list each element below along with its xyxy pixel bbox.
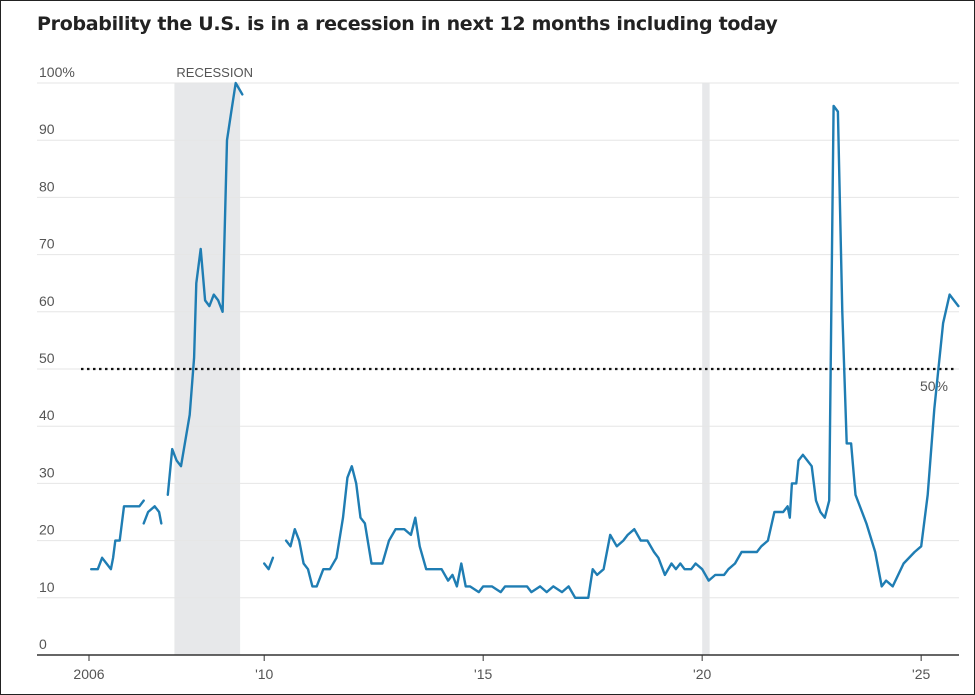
x-tick-label: '20 bbox=[693, 666, 711, 682]
chart-title: Probability the U.S. is in a recession i… bbox=[37, 13, 778, 35]
y-tick-label: 90 bbox=[39, 121, 55, 137]
y-tick-label: 30 bbox=[39, 464, 55, 480]
y-tick-label: 60 bbox=[39, 293, 55, 309]
y-tick-label: 50 bbox=[39, 350, 55, 366]
series-line bbox=[90, 499, 145, 571]
series-line bbox=[263, 556, 275, 571]
y-tick-label: 40 bbox=[39, 407, 55, 423]
y-tick-label: 100% bbox=[39, 64, 75, 80]
x-tick-label: '10 bbox=[255, 666, 273, 682]
recession-label: RECESSION bbox=[176, 65, 253, 80]
x-tick-label: '25 bbox=[912, 666, 930, 682]
y-tick-label: 20 bbox=[39, 522, 55, 538]
x-tick-label: '15 bbox=[474, 666, 492, 682]
series-line bbox=[284, 104, 960, 599]
y-tick-label: 70 bbox=[39, 236, 55, 252]
series-line bbox=[166, 81, 244, 496]
x-tick-label: 2006 bbox=[73, 666, 104, 682]
threshold-label: 50% bbox=[920, 378, 948, 394]
series-line bbox=[142, 505, 163, 525]
y-tick-label: 10 bbox=[39, 579, 55, 595]
y-tick-label: 80 bbox=[39, 178, 55, 194]
y-tick-label: 0 bbox=[39, 636, 47, 652]
